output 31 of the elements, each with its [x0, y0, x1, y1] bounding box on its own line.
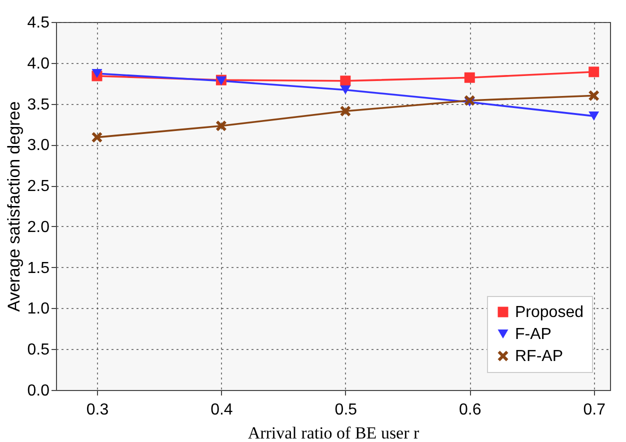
- x-tick-label: 0.5: [334, 402, 358, 418]
- point: [340, 85, 351, 94]
- legend-label: F-AP: [515, 326, 552, 343]
- point: [92, 132, 102, 143]
- point: [464, 95, 475, 106]
- legend-label: Proposed: [515, 304, 584, 321]
- point: [588, 66, 600, 78]
- y-tick-label: 4.5: [27, 14, 50, 32]
- y-tick-label: 4.0: [27, 55, 50, 72]
- legend-label: RF-AP: [515, 348, 563, 365]
- y-tick-label: 3.5: [27, 96, 50, 114]
- y-tick-label: 3.0: [27, 137, 50, 154]
- point: [340, 106, 351, 116]
- y-tick-label: 0.0: [27, 382, 50, 400]
- x-tick-label: 0.4: [210, 402, 233, 418]
- x-tick-label: 0.3: [86, 402, 109, 418]
- point: [464, 72, 475, 83]
- y-tick-label: 2.5: [27, 178, 50, 196]
- y-tick-label: 2.0: [27, 218, 50, 236]
- y-axis-title: Average satisfaction degree: [4, 101, 24, 312]
- x-tick-label: 0.6: [459, 402, 482, 418]
- y-tick-label: 0.5: [27, 342, 50, 359]
- point: [588, 90, 600, 101]
- x-axis-title: Arrival ratio of BE user r: [248, 424, 420, 442]
- y-tick-label: 1.0: [27, 300, 50, 318]
- x-tick-label: 0.7: [583, 402, 606, 418]
- point: [216, 120, 226, 132]
- point: [340, 76, 351, 86]
- point: [92, 68, 102, 78]
- point: [588, 112, 600, 121]
- y-tick-label: 1.5: [27, 260, 50, 277]
